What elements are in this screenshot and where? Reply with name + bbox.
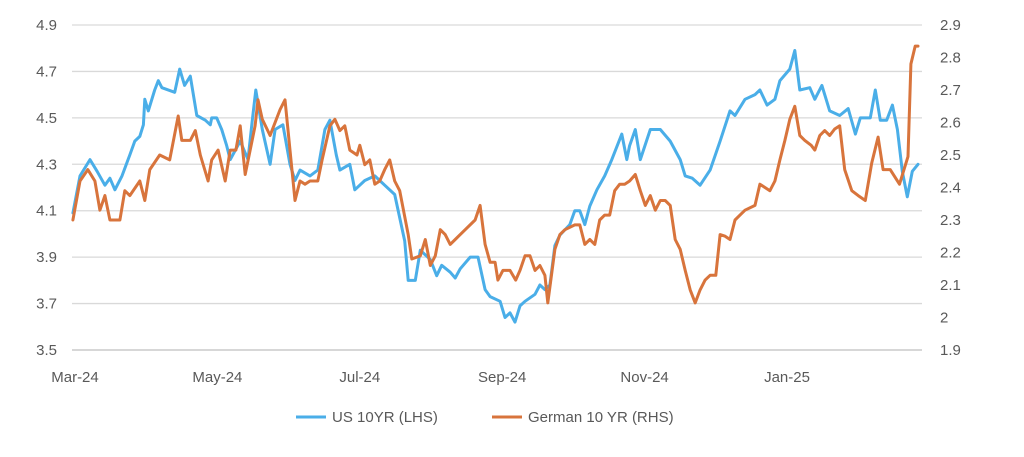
left-axis-tick-label: 3.5 xyxy=(36,342,57,359)
left-axis-tick-label: 4.5 xyxy=(36,110,57,127)
series-line-german-10yr xyxy=(71,44,920,305)
right-axis-tick-label: 1.9 xyxy=(940,342,961,359)
legend-label: German 10 YR (RHS) xyxy=(528,409,674,426)
legend: US 10YR (LHS) German 10 YR (RHS) xyxy=(296,409,674,426)
series-lines xyxy=(71,44,920,324)
right-axis-tick-label: 2.2 xyxy=(940,245,961,262)
legend-label: US 10YR (LHS) xyxy=(332,409,438,426)
right-axis-tick-label: 2.7 xyxy=(940,82,961,99)
x-axis-tick-label: May-24 xyxy=(192,369,242,386)
right-axis-tick-label: 2.4 xyxy=(940,180,961,197)
left-axis-tick-label: 4.1 xyxy=(36,203,57,220)
right-axis-tick-label: 2.8 xyxy=(940,50,961,67)
left-axis-tick-label: 3.9 xyxy=(36,249,57,266)
right-axis-tick-label: 2.6 xyxy=(940,115,961,132)
x-axis-tick-label: Nov-24 xyxy=(620,369,668,386)
right-axis-tick-label: 2.9 xyxy=(940,17,961,34)
left-axis-tick-label: 4.7 xyxy=(36,63,57,80)
right-axis-tick-label: 2 xyxy=(940,310,948,327)
left-axis-tick-label: 4.9 xyxy=(36,17,57,34)
series-line-us-10yr xyxy=(71,49,920,324)
x-axis-tick-label: Jul-24 xyxy=(339,369,380,386)
right-axis-tick-label: 2.5 xyxy=(940,147,961,164)
left-axis-tick-label: 4.3 xyxy=(36,156,57,173)
left-axis-ticks: 3.5 3.7 3.9 4.1 4.3 4.5 4.7 4.9 xyxy=(36,17,57,359)
right-axis-ticks: 1.9 2 2.1 2.2 2.3 2.4 2.5 2.6 2.7 2.8 2.9 xyxy=(940,17,961,359)
x-axis-tick-label: Mar-24 xyxy=(51,369,99,386)
left-axis-tick-label: 3.7 xyxy=(36,296,57,313)
x-axis-tick-label: Sep-24 xyxy=(478,369,526,386)
x-axis-tick-label: Jan-25 xyxy=(764,369,810,386)
right-axis-tick-label: 2.3 xyxy=(940,212,961,229)
x-axis-ticks: Mar-24 May-24 Jul-24 Sep-24 Nov-24 Jan-25 xyxy=(51,369,810,386)
right-axis-tick-label: 2.1 xyxy=(940,277,961,294)
